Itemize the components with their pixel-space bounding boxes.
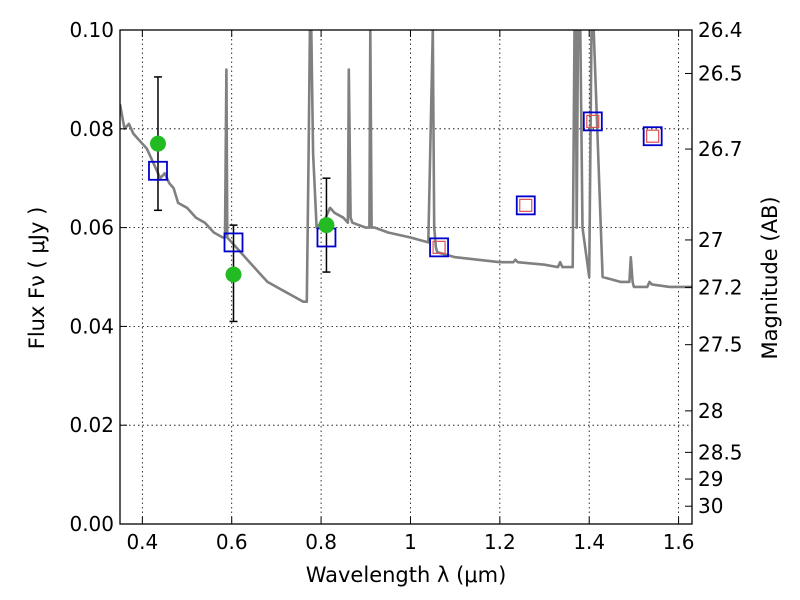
y2-tick-label: 27 [698, 228, 723, 252]
x-tick-label: 1.6 [663, 530, 695, 554]
y-tick-label: 0.10 [69, 18, 114, 42]
model-square [515, 195, 536, 216]
y2-tick-label: 26.5 [698, 61, 743, 85]
model-square [582, 111, 603, 132]
y2-tick-label: 27.5 [698, 333, 743, 357]
y-axis-label: Flux Fν ( μJy ) [25, 207, 49, 350]
plot-area [120, 30, 692, 323]
model-square [429, 237, 449, 258]
y2-tick-label: 30 [698, 494, 723, 518]
x-tick-label: 0.4 [126, 530, 158, 554]
observed-point [225, 266, 242, 283]
y2-tick-label: 29 [698, 467, 723, 491]
y2-tick-label: 26.7 [698, 137, 743, 161]
y-tick-label: 0.00 [69, 512, 114, 536]
inner-square [432, 240, 446, 254]
y2-tick-label: 28.5 [698, 440, 743, 464]
spectrum-line [120, 30, 692, 303]
y2-tick-label: 27.2 [698, 275, 743, 299]
y2-tick-label: 26.4 [698, 18, 743, 42]
y2-tick-label: 28 [698, 399, 723, 423]
y-tick-label: 0.08 [69, 117, 114, 141]
observed-point [149, 135, 166, 152]
y-tick-label: 0.04 [69, 314, 114, 338]
y2-axis-label: Magnitude (AB) [758, 196, 782, 359]
y-tick-label: 0.02 [69, 413, 114, 437]
inner-square [586, 114, 600, 128]
model-square [223, 232, 244, 253]
y-tick-label: 0.06 [69, 216, 114, 240]
grid [120, 30, 692, 524]
ticks: 0.4 0.6 0.8 1 1.2 1.4 1.6 0.00 0.02 0.04 0.06 0.08 0… [69, 18, 742, 554]
observed-point [318, 217, 335, 234]
model-square [148, 160, 168, 181]
x-axis-label: Wavelength λ (μm) [306, 563, 507, 587]
inner-square [519, 198, 533, 212]
x-tick-label: 0.8 [305, 530, 337, 554]
inner-square [646, 129, 660, 143]
plot-frame [119, 29, 693, 525]
x-tick-label: 1.2 [484, 530, 516, 554]
model-square [642, 126, 663, 147]
x-tick-label: 1 [404, 530, 417, 554]
x-tick-label: 1.4 [573, 530, 605, 554]
x-tick-label: 0.6 [216, 530, 248, 554]
